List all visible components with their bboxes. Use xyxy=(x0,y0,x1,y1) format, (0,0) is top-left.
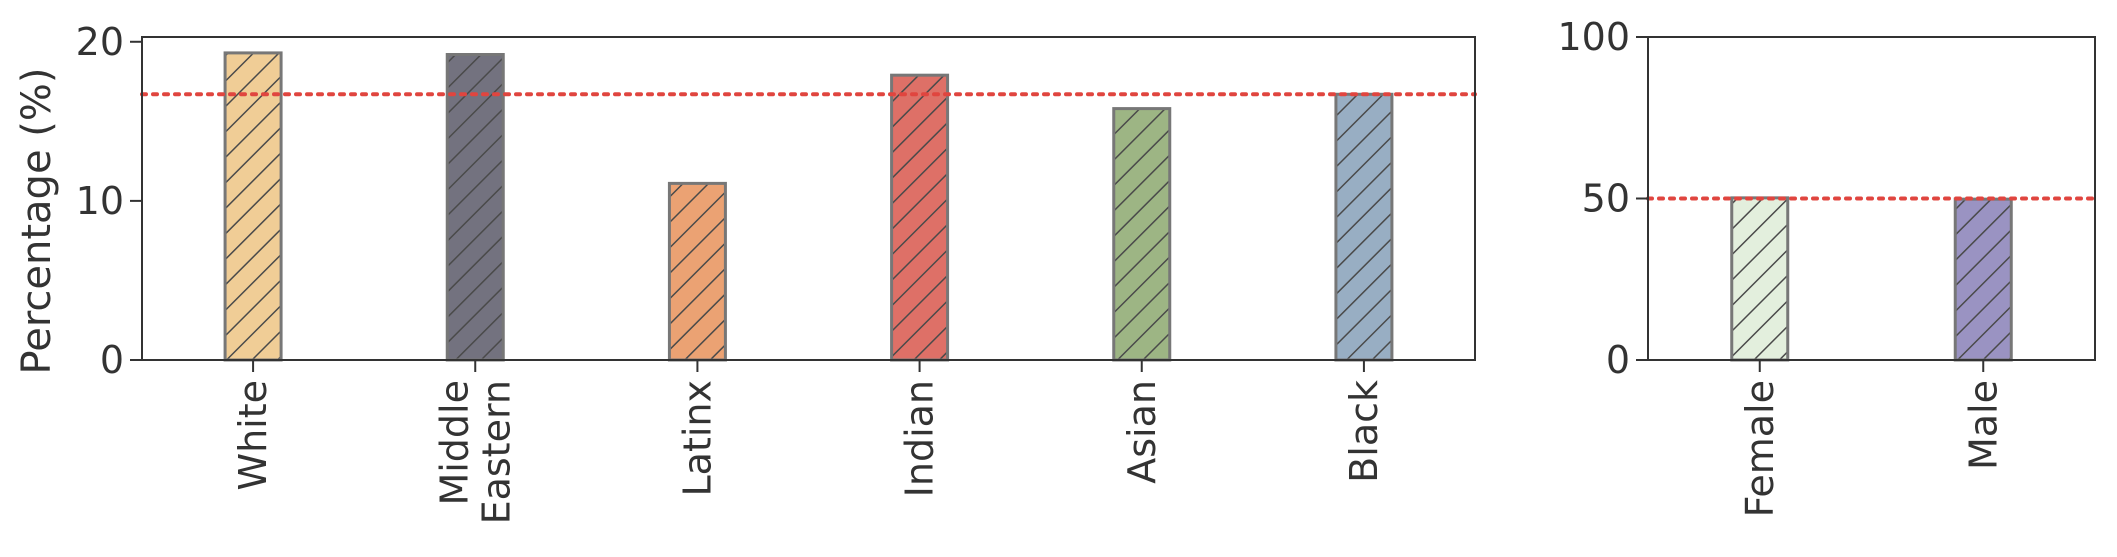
bar-asian xyxy=(1112,107,1172,362)
plot-frame xyxy=(141,36,1476,361)
bar-female xyxy=(1730,196,1790,362)
x-tick-label-line: Black xyxy=(1342,380,1386,483)
bar-black xyxy=(1334,92,1394,362)
y-axis-title: Percentage (%) xyxy=(14,68,60,375)
x-tick-label-line: Indian xyxy=(898,380,942,497)
ethnicity-chart: Percentage (%) 0 10 20 White MiddleEastern La… xyxy=(14,20,1477,524)
gender-chart: 0 50 100 Female Male xyxy=(1557,15,2097,517)
y-tick-label: 0 xyxy=(100,338,124,382)
y-tick-label: 0 xyxy=(1606,338,1630,382)
x-tick-label-line: Asian xyxy=(1120,380,1164,484)
bar-hatch xyxy=(1955,199,2012,360)
y-tick-label: 100 xyxy=(1557,15,1630,59)
y-tick-label: 50 xyxy=(1582,177,1630,221)
x-tick-label: Male xyxy=(1961,380,2005,470)
x-tick-label: Female xyxy=(1738,380,1782,517)
bar-hatch xyxy=(1731,197,1788,360)
x-tick-label: Latinx xyxy=(675,380,719,497)
x-tick-label-line: White xyxy=(231,380,275,491)
bar-hatch xyxy=(891,75,948,360)
x-tick-label: White xyxy=(231,380,275,491)
bar-white xyxy=(223,51,283,362)
x-tick-label: Black xyxy=(1342,380,1386,483)
x-tick-label-line: Male xyxy=(1961,380,2005,470)
bar-hatch xyxy=(447,54,504,360)
bar-latinx xyxy=(667,181,727,362)
bar-indian xyxy=(890,73,950,362)
bar-hatch xyxy=(225,52,282,361)
bar-hatch xyxy=(1335,94,1392,360)
x-tick-label: Asian xyxy=(1120,380,1164,484)
bar-middle-eastern xyxy=(445,53,505,362)
bar-hatch xyxy=(669,183,726,360)
bar-male xyxy=(1953,197,2013,362)
x-tick-label-line: Female xyxy=(1738,380,1782,517)
y-tick-label: 10 xyxy=(76,179,124,223)
x-tick-label-line: Latinx xyxy=(675,380,719,497)
x-tick-label: MiddleEastern xyxy=(432,380,518,524)
bar-hatch xyxy=(1113,108,1170,360)
y-tick-label: 20 xyxy=(76,20,124,64)
x-tick-label-line: Middle xyxy=(432,380,476,506)
x-tick-label-line: Eastern xyxy=(474,380,518,524)
x-tick-label: Indian xyxy=(898,380,942,497)
